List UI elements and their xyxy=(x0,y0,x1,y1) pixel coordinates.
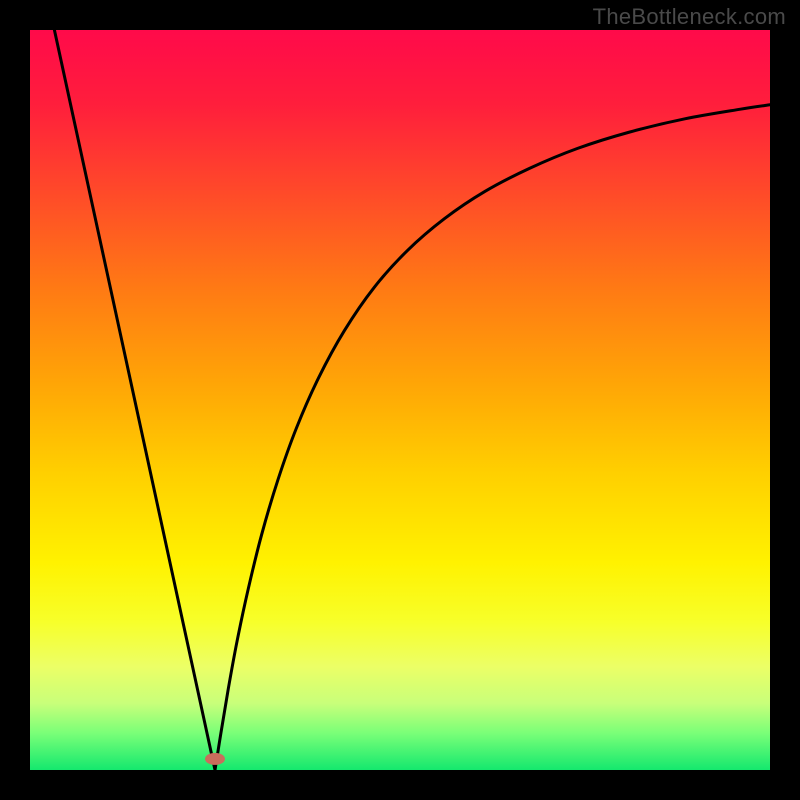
heatmap-curve-chart xyxy=(30,30,770,770)
watermark-text: TheBottleneck.com xyxy=(593,4,786,30)
optimum-marker xyxy=(205,753,225,765)
chart-frame: TheBottleneck.com xyxy=(0,0,800,800)
plot-area xyxy=(30,30,770,770)
gradient-background xyxy=(30,30,770,770)
